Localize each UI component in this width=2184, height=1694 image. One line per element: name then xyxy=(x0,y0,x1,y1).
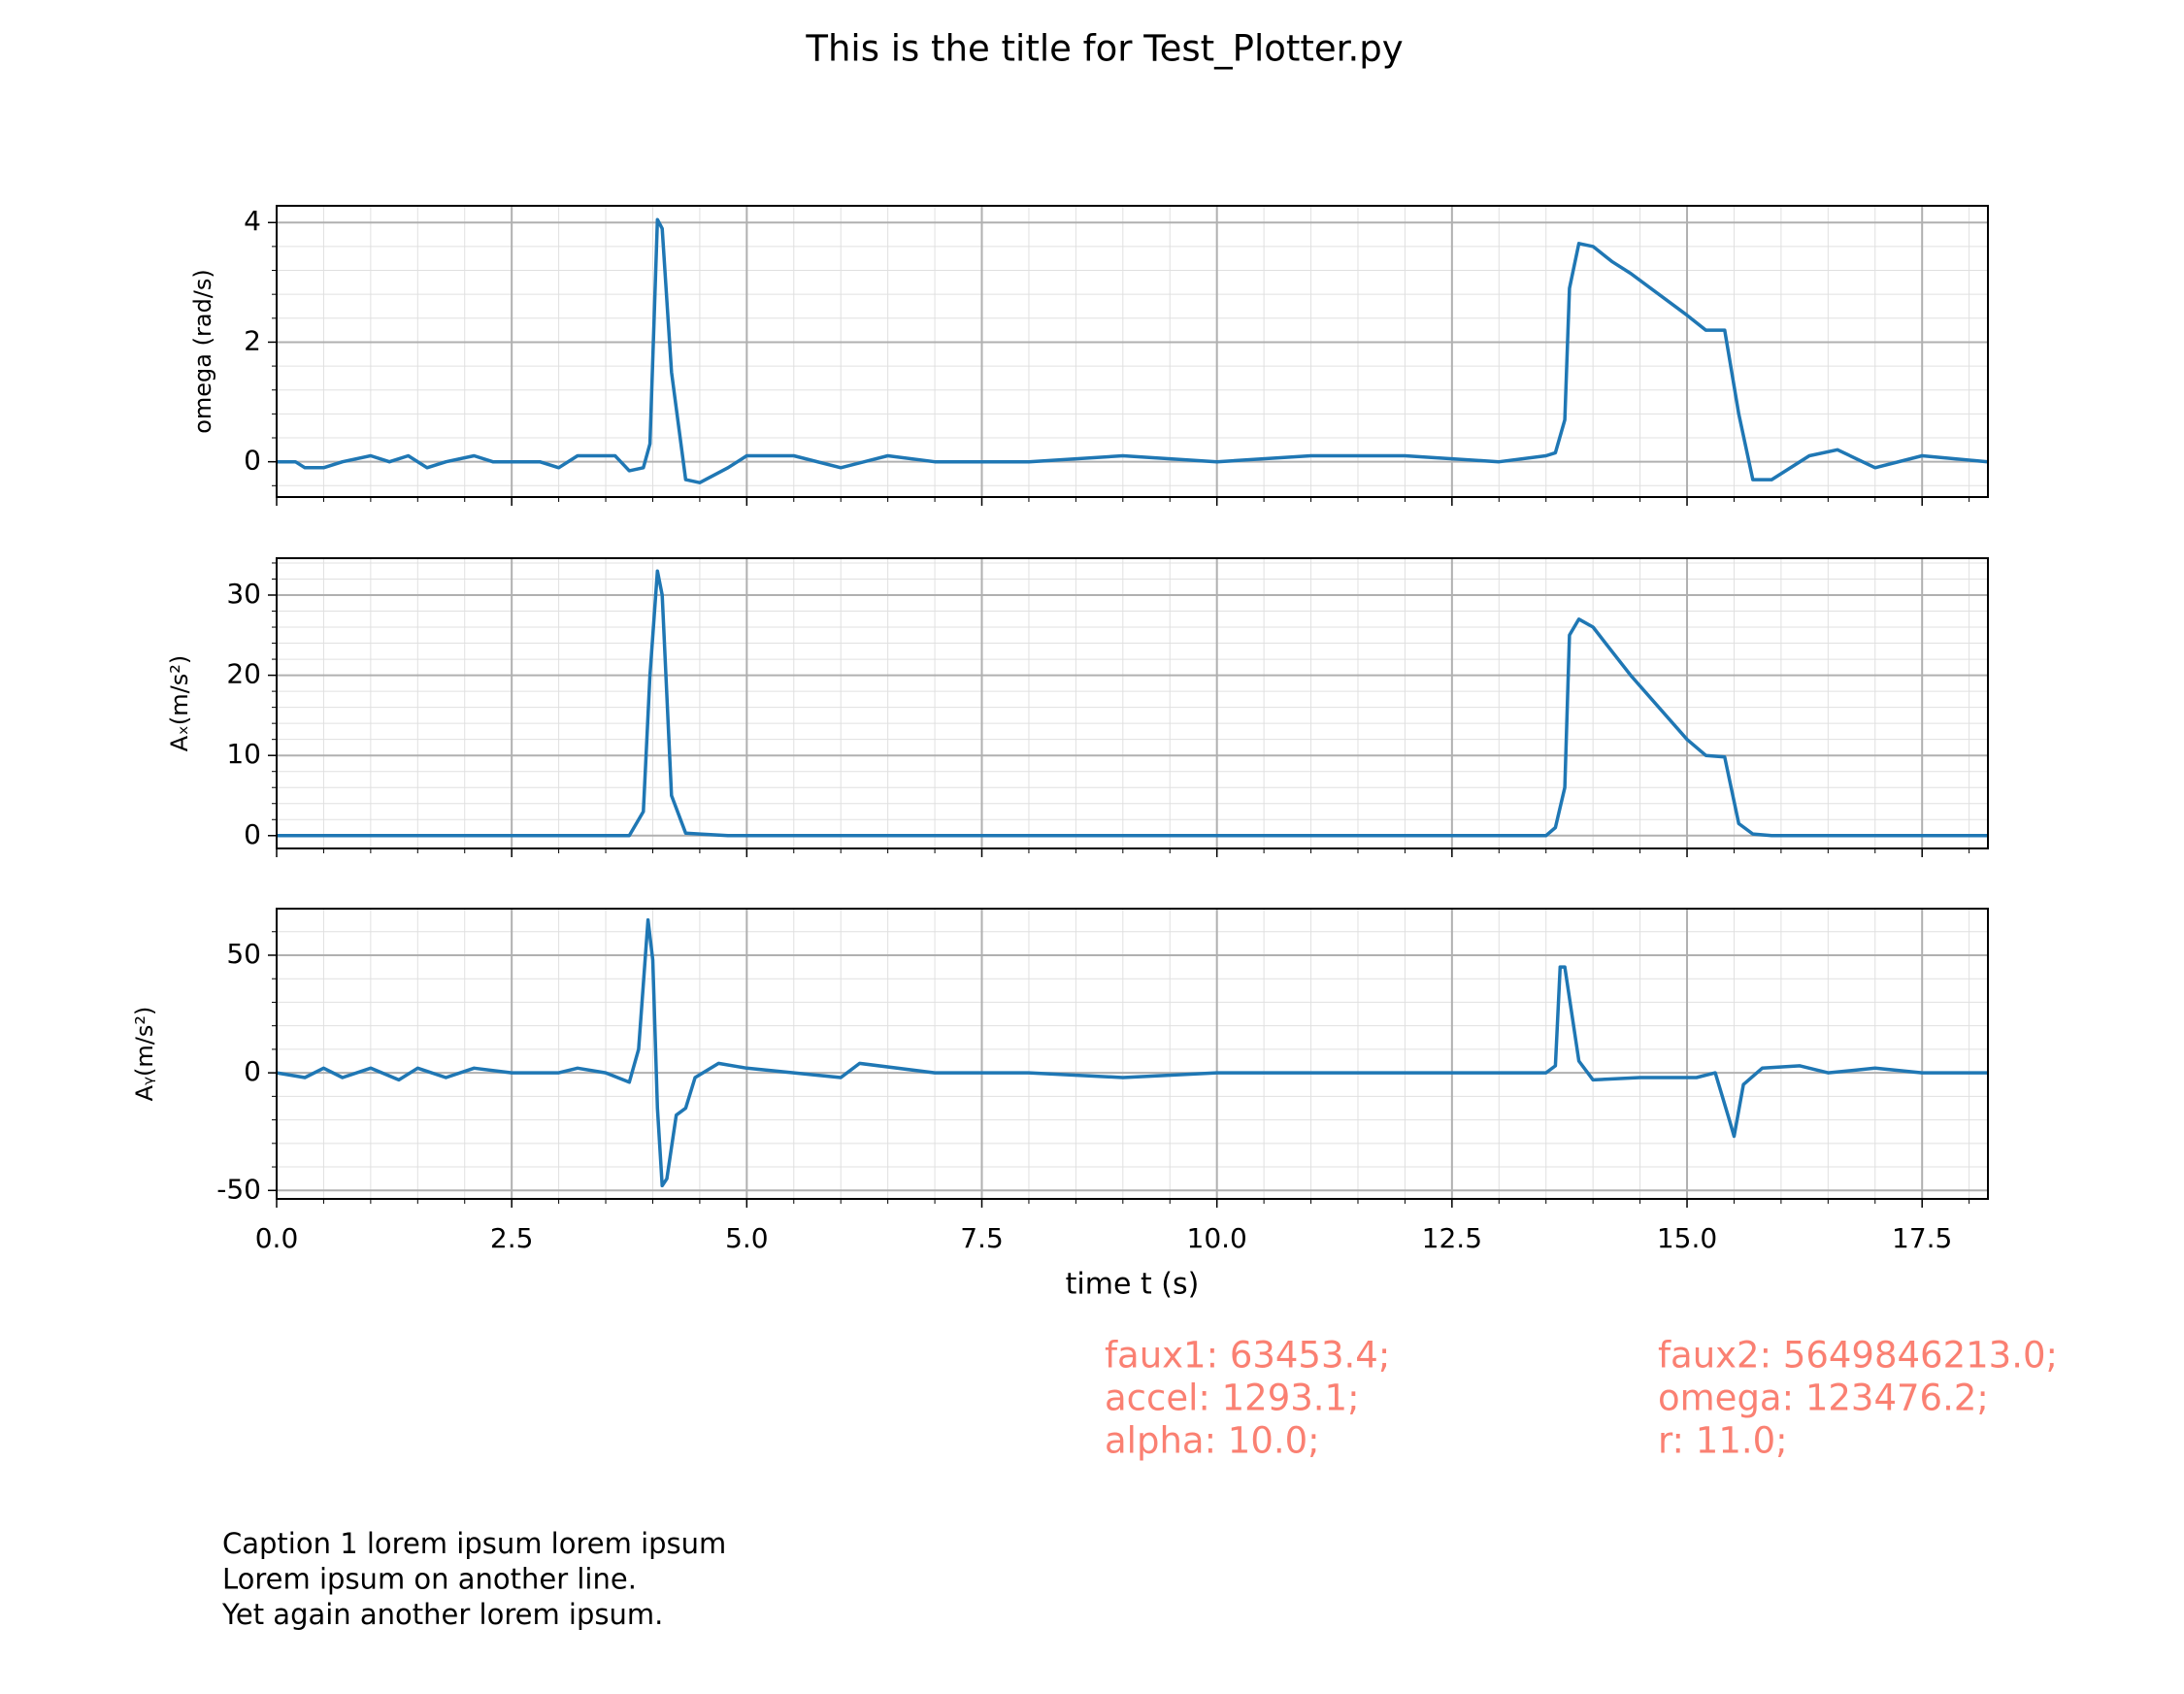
figure-title: This is the title for Test_Plotter.py xyxy=(805,28,1403,70)
caption-line: Yet again another lorem ipsum. xyxy=(221,1598,663,1631)
annotation: accel: 1293.1; xyxy=(1105,1378,1360,1419)
axes-frame xyxy=(276,557,1989,849)
y-axis-label: omega (rad/s) xyxy=(189,269,216,434)
x-tick-label: 0.0 xyxy=(255,1222,299,1254)
x-tick-label: 7.5 xyxy=(960,1222,1004,1254)
data-line xyxy=(276,917,1988,1188)
y-tick-label: 30 xyxy=(226,578,261,610)
x-axis-label: time t (s) xyxy=(1066,1268,1200,1302)
axes-frame xyxy=(276,908,1989,1200)
y-tick-label: 2 xyxy=(244,324,261,356)
annotation: omega: 123476.2; xyxy=(1658,1378,1989,1419)
data-line xyxy=(277,569,1988,838)
caption-line: Caption 1 lorem ipsum lorem ipsum xyxy=(222,1527,726,1560)
annotation: faux2: 5649846213.0; xyxy=(1658,1335,2058,1377)
data-line xyxy=(277,217,1989,484)
y-tick-label: 20 xyxy=(226,658,261,690)
annotation: r: 11.0; xyxy=(1658,1420,1788,1462)
x-tick-label: 5.0 xyxy=(725,1222,769,1254)
annotation: alpha: 10.0; xyxy=(1105,1420,1320,1462)
y-tick-label: 4 xyxy=(244,205,261,237)
x-tick-label: 12.5 xyxy=(1422,1222,1482,1254)
x-tick-label: 10.0 xyxy=(1187,1222,1247,1254)
y-axis-label: Aᵧ(m/s²) xyxy=(131,1007,158,1102)
x-tick-label: 2.5 xyxy=(490,1222,534,1254)
x-tick-label: 15.0 xyxy=(1657,1222,1717,1254)
axes-frame xyxy=(276,205,1989,498)
y-tick-label: -50 xyxy=(216,1173,261,1205)
y-tick-label: 0 xyxy=(244,445,261,477)
y-axis-label: Aₓ(m/s²) xyxy=(166,655,193,751)
caption-line: Lorem ipsum on another line. xyxy=(222,1563,637,1596)
y-tick-label: 0 xyxy=(244,1055,261,1087)
annotation: faux1: 63453.4; xyxy=(1105,1335,1390,1377)
y-tick-label: 10 xyxy=(226,738,261,770)
y-tick-label: 0 xyxy=(244,818,261,850)
x-tick-label: 17.5 xyxy=(1892,1222,1952,1254)
y-tick-label: 50 xyxy=(226,938,261,970)
